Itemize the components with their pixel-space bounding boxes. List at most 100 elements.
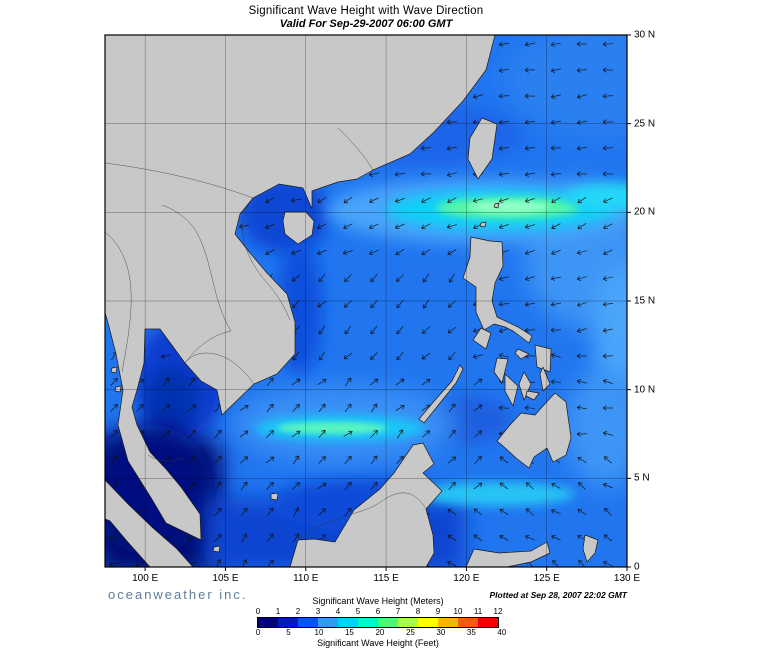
border-cambodia-vietnam: [184, 352, 255, 385]
wave-direction-arrow: [524, 145, 536, 151]
wave-direction-arrow: [576, 275, 587, 281]
wave-direction-arrow: [473, 534, 483, 542]
land-asia-mainland: [105, 35, 496, 541]
wave-direction-arrow: [396, 299, 404, 309]
colorbar-segment: [478, 618, 498, 627]
colorbar-segment: [278, 618, 298, 627]
wave-direction-arrow: [215, 481, 222, 491]
wave-direction-arrow: [317, 197, 327, 204]
wave-direction-arrow: [576, 379, 587, 385]
land-riau: [212, 545, 221, 553]
wave-direction-arrow: [577, 508, 587, 516]
wave-direction-arrow: [370, 273, 378, 283]
wave-direction-arrow: [576, 67, 588, 73]
border-thailand-myanmar: [105, 231, 132, 373]
wave-direction-arrow: [265, 249, 275, 256]
wave-direction-arrow: [241, 533, 248, 543]
wave-direction-arrow: [317, 482, 327, 490]
wave-height-blob: [146, 366, 198, 434]
wave-direction-arrow: [317, 223, 327, 230]
wave-direction-arrow: [292, 351, 300, 361]
wave-direction-arrow: [394, 171, 406, 177]
wave-direction-arrow: [266, 481, 274, 490]
wave-direction-arrow: [108, 561, 119, 567]
wave-direction-arrow: [551, 534, 561, 541]
wave-direction-arrow: [344, 325, 352, 335]
wave-direction-arrow: [498, 145, 510, 151]
wave-direction-arrow: [395, 404, 405, 411]
meters-tick: 3: [315, 607, 321, 616]
wave-direction-arrow: [291, 249, 301, 256]
border-laos-thailand: [161, 204, 232, 332]
wave-direction-arrow: [291, 378, 301, 386]
meters-tick: 5: [355, 607, 361, 616]
wave-direction-arrow: [550, 301, 561, 307]
wave-direction-arrow: [214, 533, 222, 543]
meters-tick: 8: [415, 607, 421, 616]
wave-direction-arrow: [446, 223, 457, 230]
lon-tick-label: 110 E: [293, 573, 319, 584]
wave-direction-arrow: [576, 249, 587, 255]
wave-direction-arrow: [293, 507, 300, 517]
wave-direction-arrow: [188, 429, 196, 438]
wave-direction-arrow: [188, 377, 196, 387]
wave-direction-arrow: [318, 429, 326, 439]
colorbar-segment: [298, 618, 318, 627]
colorbar-segment: [338, 618, 358, 627]
wave-direction-arrow: [396, 351, 404, 361]
wave-direction-arrow: [498, 275, 509, 282]
feet-tick: 0: [255, 628, 261, 637]
wave-direction-arrow: [602, 41, 614, 47]
wave-direction-arrow: [498, 171, 510, 177]
wave-direction-arrow: [318, 403, 326, 413]
river-pearl: [337, 127, 374, 171]
wave-direction-arrow: [498, 67, 509, 73]
wave-direction-arrow: [602, 353, 614, 359]
wave-direction-arrow: [240, 456, 249, 464]
wave-direction-arrow: [524, 41, 535, 47]
axis-ticks: [144, 34, 631, 571]
wave-direction-arrow: [603, 249, 613, 256]
wave-direction-arrow: [602, 93, 614, 99]
lon-tick-label: 105 E: [212, 573, 239, 584]
plotted-timestamp: Plotted at Sep 28, 2007 22:02 GMT: [489, 590, 627, 600]
wave-direction-arrow: [370, 403, 378, 413]
wave-direction-arrow: [576, 302, 587, 308]
wave-direction-arrow: [604, 507, 612, 516]
wave-direction-arrow: [447, 456, 457, 464]
wave-direction-arrow: [448, 429, 456, 439]
wave-direction-arrow: [498, 198, 509, 204]
wave-direction-arrow: [446, 119, 458, 125]
wave-direction-arrow: [447, 249, 457, 256]
lat-tick-label: 5 N: [634, 472, 650, 484]
wave-direction-arrow: [421, 223, 431, 230]
wave-direction-arrow: [395, 223, 405, 230]
wave-direction-arrow: [550, 379, 562, 385]
wave-direction-arrow: [162, 377, 170, 387]
wave-direction-arrow: [369, 249, 379, 256]
wave-direction-arrow: [421, 326, 430, 334]
wave-direction-arrow: [291, 274, 301, 282]
land-negros: [504, 373, 519, 407]
wave-direction-arrow: [603, 223, 613, 230]
wave-direction-arrow: [162, 404, 170, 412]
lon-tick-label: 100 E: [132, 573, 159, 584]
wave-direction-arrow: [370, 325, 378, 335]
lon-tick-label: 120 E: [453, 573, 480, 584]
wave-direction-arrow: [265, 223, 275, 230]
wave-direction-arrow: [498, 93, 510, 99]
wave-direction-arrow: [524, 198, 535, 204]
meters-tick: 2: [295, 607, 301, 616]
wave-direction-arrow: [317, 378, 327, 386]
feet-tick: 15: [344, 628, 354, 637]
wave-direction-arrow: [397, 429, 404, 439]
colorbar-segment: [458, 618, 478, 627]
meters-tick: 4: [335, 607, 341, 616]
lat-tick-label: 15 N: [634, 295, 656, 307]
land-halmahera: [582, 534, 599, 563]
feet-tick: 10: [314, 628, 324, 637]
wave-direction-arrow: [577, 196, 587, 204]
wave-direction-arrow: [370, 299, 378, 309]
wave-direction-arrow: [344, 377, 352, 387]
wave-direction-arrow: [318, 325, 326, 335]
